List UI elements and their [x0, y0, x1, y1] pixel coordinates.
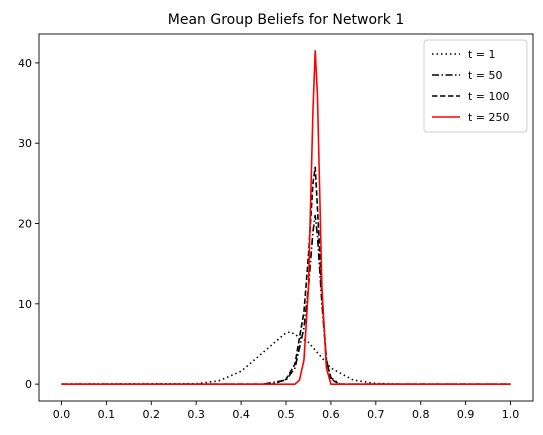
series-line-3 [61, 166, 511, 385]
series-line-2 [61, 214, 511, 385]
y-tick-label: 40 [18, 57, 32, 70]
legend: t = 1 t = 50 t = 100 t = 250 [423, 39, 528, 133]
y-tick-label: 30 [18, 137, 32, 150]
x-tick-label: 0.5 [277, 408, 295, 421]
x-tick-label: 0.6 [322, 408, 340, 421]
x-tick-label: 0.7 [367, 408, 385, 421]
x-tick-label: 0.9 [457, 408, 475, 421]
chart-title: Mean Group Beliefs for Network 1 [168, 12, 404, 28]
legend-label-3: t = 100 [468, 90, 510, 103]
y-tick-label: 0 [25, 378, 32, 391]
x-tick-label: 1.0 [502, 408, 520, 421]
x-tick-label: 0.3 [187, 408, 205, 421]
series-line-4 [61, 50, 511, 385]
legend-label-1: t = 1 [468, 48, 496, 61]
x-tick-label: 0.4 [232, 408, 250, 421]
y-axis: 0 10 20 30 40 [18, 57, 39, 391]
x-tick-label: 0.0 [53, 408, 71, 421]
x-axis: 0.0 0.1 0.2 0.3 0.4 0.5 0.6 0.7 0.8 0.9 1.0 [53, 401, 520, 421]
x-tick-label: 0.8 [412, 408, 430, 421]
y-tick-label: 20 [18, 218, 32, 231]
x-tick-label: 0.2 [143, 408, 161, 421]
series-line-1 [61, 331, 511, 385]
y-tick-label: 10 [18, 298, 32, 311]
legend-label-2: t = 50 [468, 69, 503, 82]
legend-box [423, 39, 528, 133]
x-tick-label: 0.1 [98, 408, 116, 421]
legend-label-4: t = 250 [468, 111, 510, 124]
